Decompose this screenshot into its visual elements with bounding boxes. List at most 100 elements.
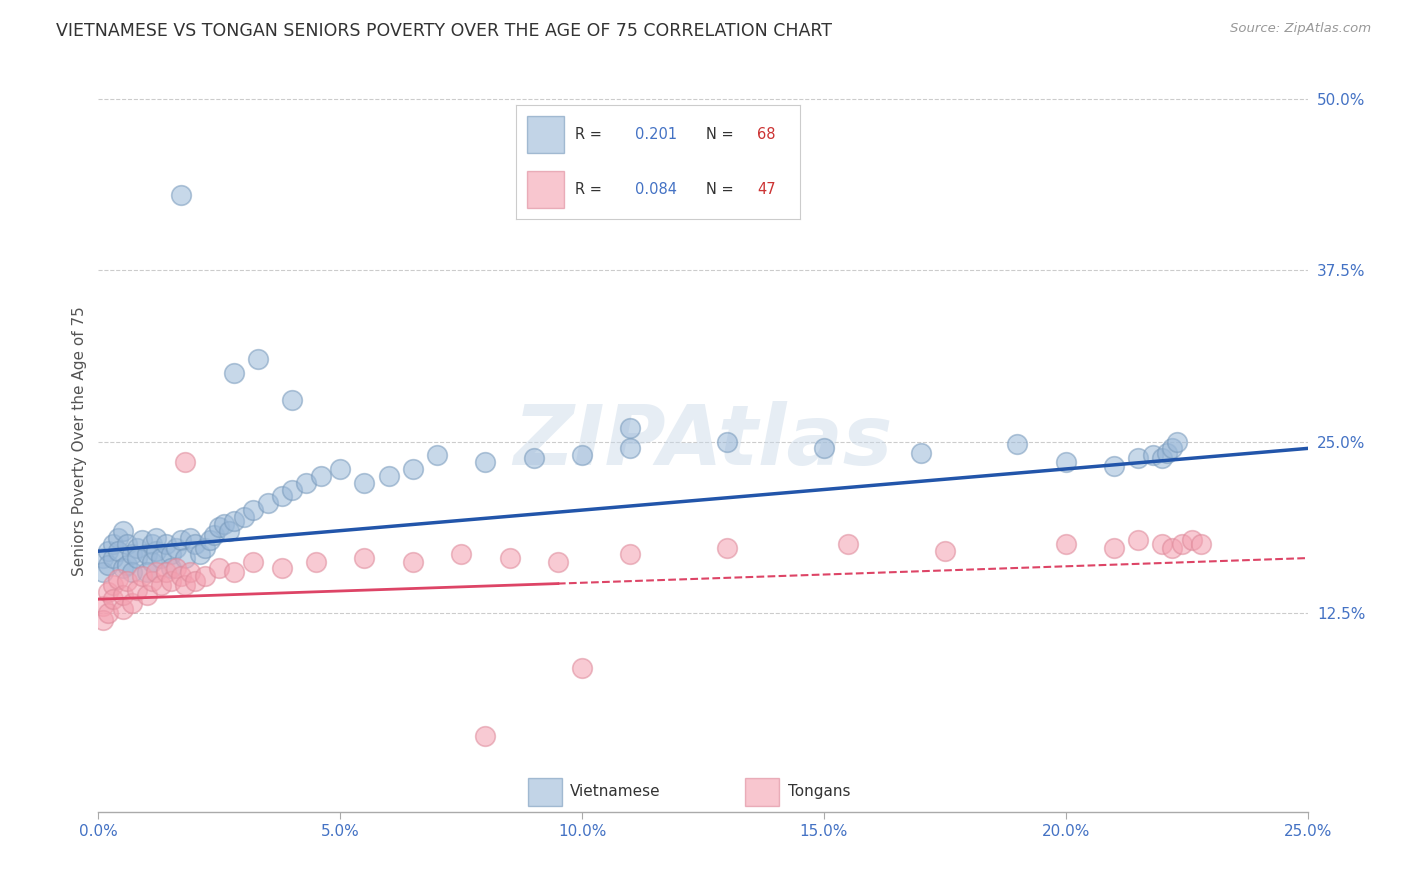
Point: [1128, 533, 1150, 548]
Point: [716, 541, 738, 556]
Point: [208, 560, 231, 574]
Point: [165, 560, 187, 574]
Point: [107, 544, 129, 558]
Point: [1152, 537, 1174, 551]
Point: [1128, 450, 1150, 465]
Point: [212, 516, 235, 531]
Point: [498, 551, 520, 566]
Y-axis label: Seniors Poverty Over the Age of 75: Seniors Poverty Over the Age of 75: [72, 307, 87, 576]
Point: [271, 560, 294, 574]
Point: [1161, 541, 1184, 556]
Point: [353, 551, 375, 566]
Point: [121, 565, 143, 579]
Point: [218, 524, 240, 538]
Point: [127, 582, 149, 597]
Point: [184, 574, 207, 589]
Point: [97, 606, 120, 620]
Point: [111, 588, 134, 602]
Point: [101, 537, 124, 551]
Point: [222, 514, 245, 528]
Point: [1171, 537, 1194, 551]
Point: [184, 537, 207, 551]
Point: [353, 475, 375, 490]
Point: [1166, 434, 1188, 449]
Point: [305, 555, 328, 569]
Point: [232, 510, 254, 524]
Point: [121, 596, 143, 610]
Point: [107, 531, 129, 545]
Point: [97, 558, 120, 572]
Point: [97, 585, 120, 599]
Text: VIETNAMESE VS TONGAN SENIORS POVERTY OVER THE AGE OF 75 CORRELATION CHART: VIETNAMESE VS TONGAN SENIORS POVERTY OVE…: [56, 22, 832, 40]
Point: [547, 555, 569, 569]
Point: [101, 578, 124, 592]
Point: [377, 468, 399, 483]
Point: [174, 578, 197, 592]
Point: [107, 572, 129, 586]
Point: [135, 547, 157, 561]
Point: [160, 574, 183, 589]
Point: [160, 547, 183, 561]
FancyBboxPatch shape: [527, 778, 561, 805]
Point: [222, 565, 245, 579]
Point: [1156, 445, 1178, 459]
Point: [194, 541, 217, 556]
Point: [127, 551, 149, 566]
Point: [194, 569, 217, 583]
Point: [619, 421, 641, 435]
Point: [426, 448, 449, 462]
Point: [121, 547, 143, 561]
Point: [204, 528, 226, 542]
Point: [1189, 537, 1212, 551]
Point: [111, 524, 134, 538]
Point: [117, 558, 139, 572]
Point: [523, 450, 546, 465]
Point: [837, 537, 859, 551]
Point: [141, 537, 163, 551]
Point: [813, 442, 835, 456]
Point: [117, 574, 139, 589]
Text: ZIPAtlas: ZIPAtlas: [513, 401, 893, 482]
Point: [1007, 437, 1029, 451]
Point: [155, 565, 177, 579]
Point: [571, 448, 593, 462]
Point: [1180, 533, 1202, 548]
Point: [165, 541, 187, 556]
Point: [934, 544, 956, 558]
Point: [179, 531, 201, 545]
Point: [1161, 442, 1184, 456]
Point: [141, 574, 163, 589]
Point: [198, 533, 221, 548]
Point: [174, 455, 197, 469]
Point: [329, 462, 352, 476]
Point: [145, 565, 167, 579]
Point: [450, 547, 472, 561]
Point: [242, 555, 264, 569]
Point: [141, 555, 163, 569]
Point: [131, 533, 153, 548]
Point: [188, 547, 211, 561]
Point: [111, 560, 134, 574]
Point: [169, 187, 191, 202]
Point: [281, 393, 304, 408]
Point: [91, 613, 114, 627]
Point: [242, 503, 264, 517]
Point: [169, 569, 191, 583]
Point: [208, 519, 231, 533]
Point: [1054, 537, 1077, 551]
Point: [474, 729, 496, 743]
Point: [160, 560, 183, 574]
Point: [309, 468, 332, 483]
Point: [402, 555, 425, 569]
Point: [271, 489, 294, 503]
Point: [111, 602, 134, 616]
Text: Tongans: Tongans: [787, 784, 851, 799]
Point: [1054, 455, 1077, 469]
Point: [135, 588, 157, 602]
Text: Vietnamese: Vietnamese: [569, 784, 661, 799]
Point: [247, 352, 270, 367]
Point: [150, 551, 173, 566]
Point: [150, 578, 173, 592]
Point: [619, 547, 641, 561]
Text: Source: ZipAtlas.com: Source: ZipAtlas.com: [1230, 22, 1371, 36]
